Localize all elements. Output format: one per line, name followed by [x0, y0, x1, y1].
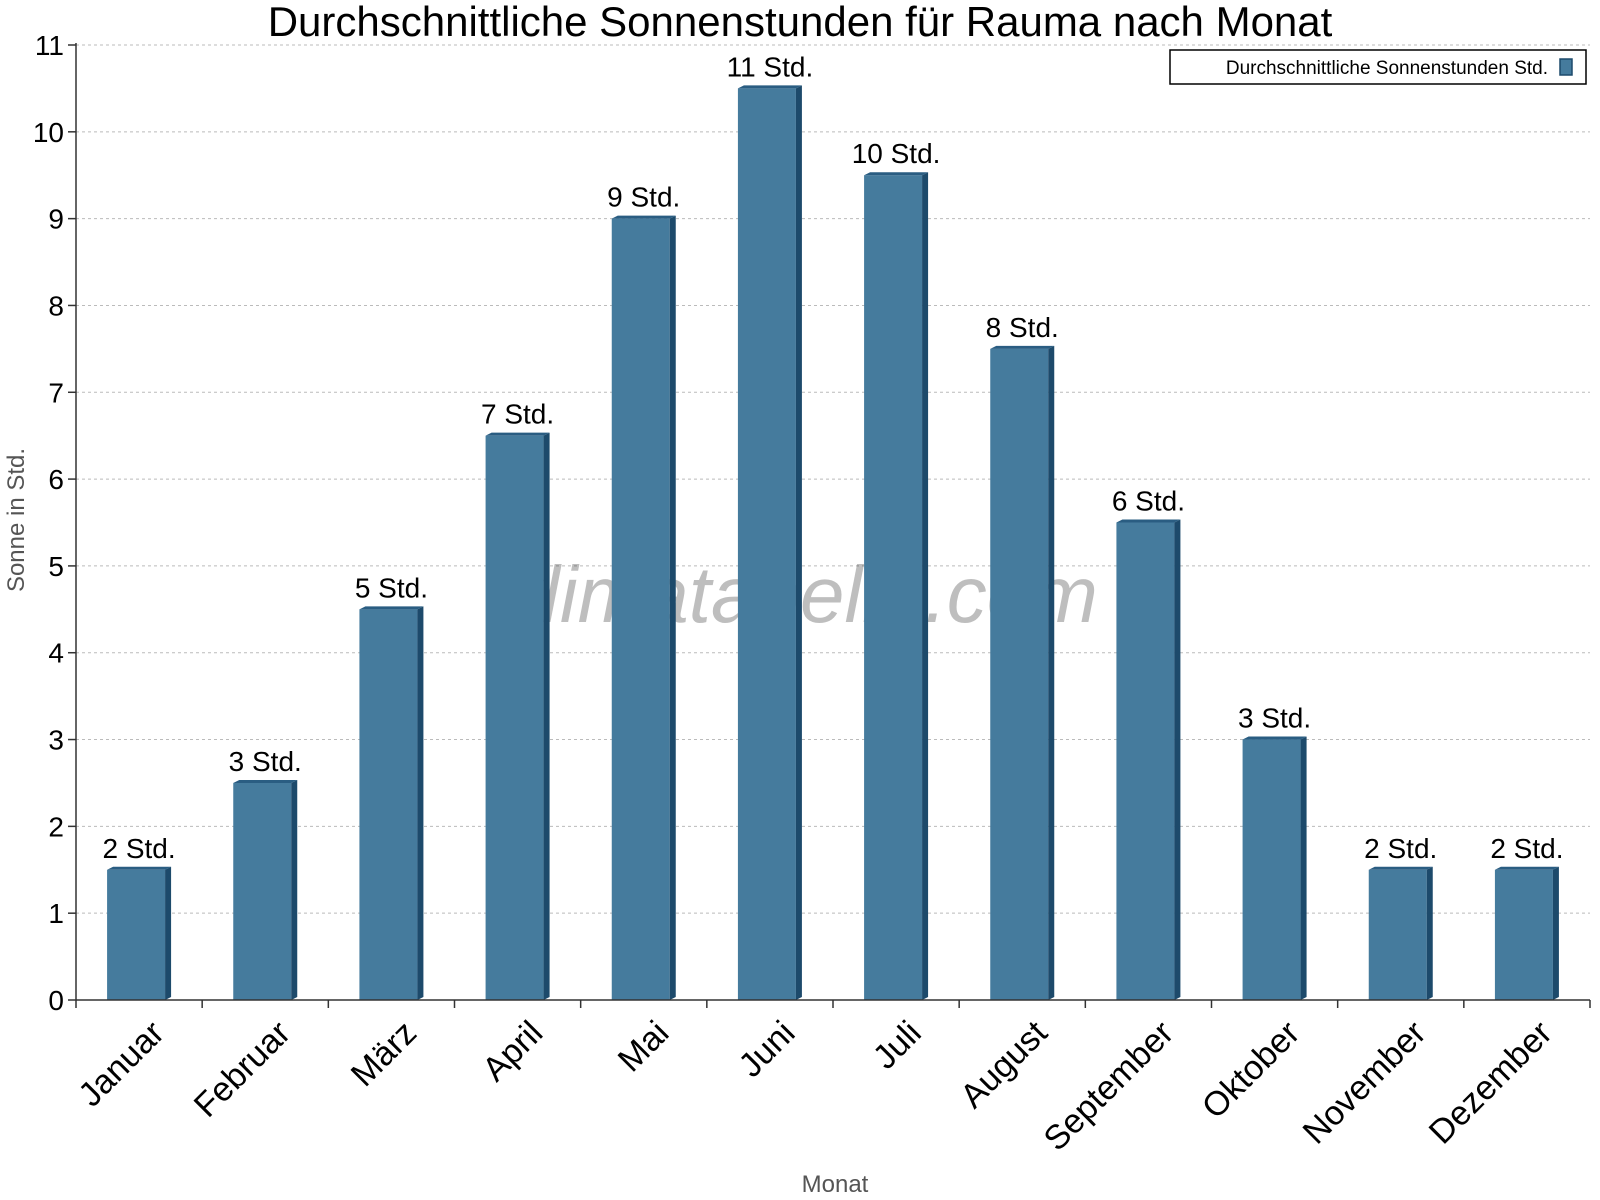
bar — [864, 175, 923, 1000]
bar-side — [795, 85, 802, 1001]
bar-top — [107, 866, 172, 870]
data-label: 2 Std. — [1490, 833, 1563, 864]
bar-top — [233, 779, 298, 783]
x-tick-label: April — [475, 1014, 550, 1089]
bar-side — [291, 779, 298, 1000]
y-tick-label: 6 — [48, 464, 64, 495]
bar — [737, 88, 796, 1001]
bar-top — [359, 606, 424, 610]
x-tick-label: Februar — [187, 1014, 298, 1125]
bar-side — [543, 432, 550, 1000]
x-tick-label: Juli — [866, 1014, 929, 1077]
data-label: 10 Std. — [852, 138, 941, 169]
bar-side — [165, 866, 172, 1000]
bar — [485, 435, 544, 1000]
x-tick-label: Januar — [71, 1014, 171, 1114]
data-label: 6 Std. — [1112, 486, 1185, 517]
data-label: 3 Std. — [1238, 703, 1311, 734]
bar-group — [107, 866, 172, 1000]
bar-top — [864, 172, 929, 176]
bar-top — [1494, 866, 1559, 870]
bar-group — [611, 215, 676, 1001]
bar-side — [1300, 736, 1307, 1000]
y-tick-label: 3 — [48, 725, 64, 756]
bar-top — [990, 345, 1055, 349]
x-tick-label: Oktober — [1195, 1014, 1307, 1126]
y-tick-label: 11 — [35, 30, 64, 61]
data-label: 8 Std. — [986, 312, 1059, 343]
bar — [233, 782, 292, 1000]
bar-group — [1494, 866, 1559, 1000]
legend-swatch — [1559, 58, 1573, 76]
bar-group — [990, 345, 1055, 1000]
y-tick-label: 1 — [48, 898, 64, 929]
data-label: 9 Std. — [607, 182, 680, 213]
x-tick-label: November — [1296, 1014, 1434, 1152]
bar-top — [1368, 866, 1433, 870]
bar-side — [669, 215, 676, 1001]
bar — [990, 348, 1049, 1000]
data-label: 3 Std. — [229, 746, 302, 777]
bar — [359, 609, 418, 1000]
data-label: 2 Std. — [102, 833, 175, 864]
y-tick-label: 7 — [48, 377, 64, 408]
bar-group — [1116, 519, 1181, 1000]
bar-group — [1242, 736, 1307, 1000]
legend-label: Durchschnittliche Sonnenstunden Std. — [1226, 58, 1548, 79]
y-tick-label: 5 — [48, 551, 64, 582]
bar-top — [611, 215, 676, 219]
x-tick-label: August — [953, 1013, 1055, 1115]
bar-group — [485, 432, 550, 1000]
y-tick-label: 10 — [33, 117, 64, 148]
bar-group — [737, 85, 802, 1001]
bar — [611, 218, 670, 1001]
bar — [107, 869, 166, 1000]
y-tick-label: 4 — [48, 638, 64, 669]
y-tick-label: 8 — [48, 290, 64, 321]
bar-top — [485, 432, 550, 436]
bar-side — [417, 606, 424, 1000]
bar — [1116, 522, 1175, 1000]
bars: 2 Std. 3 Std. 5 Std. 7 Std. 9 Std. 11 Std. 10 … — [102, 51, 1564, 1001]
data-label: 5 Std. — [355, 572, 428, 603]
x-tick-label: Dezember — [1422, 1014, 1560, 1152]
bar-group — [1368, 866, 1433, 1000]
y-tick-label: 2 — [48, 811, 64, 842]
data-label: 2 Std. — [1364, 833, 1437, 864]
x-tick-label: Mai — [611, 1014, 677, 1080]
grid-lines — [76, 44, 1590, 914]
bar-top — [1242, 736, 1307, 740]
x-tick-label: März — [344, 1014, 424, 1094]
bar-top — [1116, 519, 1181, 523]
legend: Durchschnittliche Sonnenstunden Std. — [1169, 49, 1587, 85]
bar-side — [1552, 866, 1559, 1000]
bar-group — [864, 172, 929, 1000]
bar-side — [1174, 519, 1181, 1000]
x-tick-label: Juni — [732, 1014, 803, 1085]
bar — [1494, 869, 1553, 1000]
legend-box — [1169, 49, 1587, 85]
y-tick-label: 9 — [48, 204, 64, 235]
y-axis-title: Sonne in Std. — [3, 448, 30, 592]
data-label: 11 Std. — [727, 51, 814, 82]
bar-group — [233, 779, 298, 1000]
bar-side — [1426, 866, 1433, 1000]
bar-side — [1048, 345, 1055, 1000]
bar-top — [737, 85, 802, 89]
data-label: 7 Std. — [481, 399, 554, 430]
bar-side — [922, 172, 929, 1000]
bar — [1242, 739, 1301, 1000]
bar — [1368, 869, 1427, 1000]
bar-group — [359, 606, 424, 1000]
x-axis-title: Monat — [802, 1171, 869, 1198]
chart-title: Durchschnittliche Sonnenstunden für Raum… — [268, 0, 1333, 45]
y-tick-label: 0 — [48, 985, 64, 1016]
x-tick-label: September — [1037, 1014, 1181, 1158]
